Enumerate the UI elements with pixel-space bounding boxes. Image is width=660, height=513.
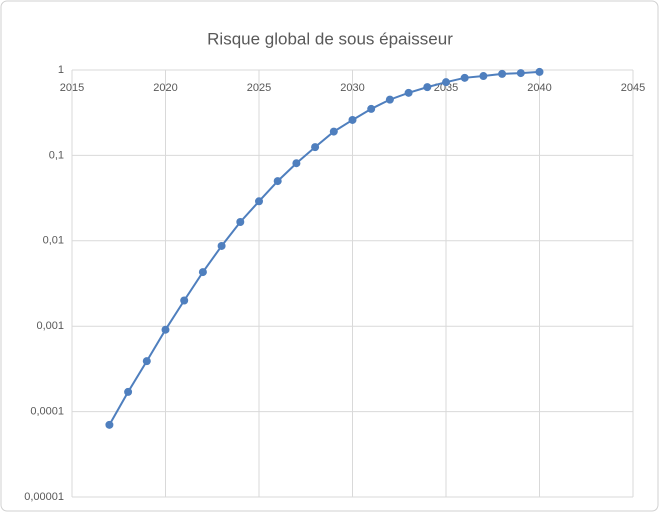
data-point xyxy=(180,296,189,305)
data-point xyxy=(423,83,432,92)
data-point xyxy=(311,143,320,152)
data-point xyxy=(124,387,133,396)
data-point xyxy=(516,69,525,78)
data-point xyxy=(442,78,450,87)
data-point xyxy=(255,197,263,206)
x-tick-label: 2020 xyxy=(153,82,177,94)
x-tick-label: 2035 xyxy=(434,82,458,94)
y-tick-label: 0,001 xyxy=(36,320,64,332)
y-tick-label: 0,01 xyxy=(43,235,64,247)
data-point xyxy=(348,115,357,124)
data-point xyxy=(498,69,507,78)
data-point xyxy=(217,241,226,250)
data-point xyxy=(236,218,245,227)
data-point xyxy=(273,177,282,186)
data-point xyxy=(329,127,338,136)
data-point xyxy=(142,357,151,366)
x-tick-label: 2030 xyxy=(340,82,364,94)
data-point xyxy=(198,268,207,277)
data-point xyxy=(367,104,376,113)
y-tick-label: 0,1 xyxy=(49,149,64,161)
data-point xyxy=(479,72,488,81)
y-tick-label: 0,00001 xyxy=(24,491,64,503)
y-tick-label: 1 xyxy=(58,64,64,76)
x-tick-label: 2040 xyxy=(527,82,551,94)
chart-title: Risque global de sous épaisseur xyxy=(207,29,453,48)
x-tick-label: 2045 xyxy=(621,82,645,94)
data-point xyxy=(385,95,394,104)
data-point xyxy=(105,420,114,429)
y-tick-label: 0,0001 xyxy=(30,406,64,418)
x-tick-label: 2025 xyxy=(247,82,271,94)
data-point xyxy=(460,73,469,82)
data-point xyxy=(404,88,413,97)
data-point xyxy=(161,325,170,334)
x-tick-label: 2015 xyxy=(60,82,84,94)
data-point xyxy=(535,67,544,76)
data-point xyxy=(292,159,301,168)
